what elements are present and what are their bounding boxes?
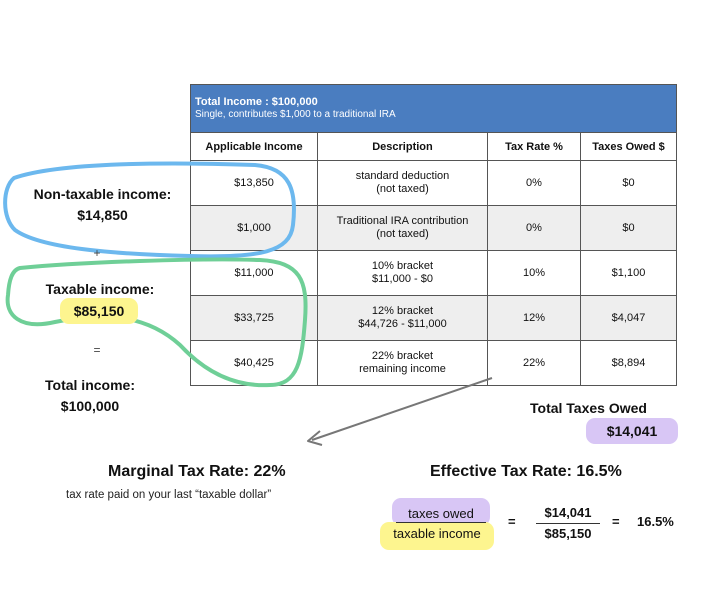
equals-sign-1: = [508, 514, 516, 529]
cell-owed: $8,894 [611, 356, 646, 369]
column-header-tax-rate: Tax Rate % [488, 133, 581, 160]
table-header-banner: Total Income : $100,000 Single, contribu… [191, 85, 676, 133]
desc-line-2: $44,726 - $11,000 [358, 318, 447, 330]
fraction-denominator-value: $85,150 [544, 526, 592, 541]
desc-line-1: Traditional IRA contribution [336, 215, 469, 227]
cell-income: $40,425 [191, 341, 318, 385]
tax-table: Total Income : $100,000 Single, contribu… [190, 84, 677, 386]
effective-rate-title: Effective Tax Rate: 16.5% [430, 463, 622, 480]
cell-income: $1,000 [191, 206, 318, 250]
cell-description: 10% bracket $11,000 - $0 [318, 251, 488, 295]
fraction-denominator-word: taxable income [393, 526, 481, 541]
marginal-rate-note: tax rate paid on your last “taxable doll… [66, 489, 272, 501]
cell-owed: $0 [622, 221, 635, 234]
total-taxes-owed-value: $14,041 [586, 418, 678, 444]
cell-rate: 0% [488, 161, 581, 205]
total-taxes-owed-label: Total Taxes Owed [530, 400, 647, 416]
desc-line-2: (not taxed) [376, 228, 429, 240]
cell-description: 12% bracket $44,726 - $11,000 [318, 296, 488, 340]
non-taxable-value: $14,850 [77, 207, 128, 223]
total-income-block: Total income: $100,000 [20, 375, 160, 417]
cell-rate: 0% [488, 206, 581, 250]
cell-income: $33,725 [191, 296, 318, 340]
taxes-owed-highlight [392, 498, 490, 526]
fraction-bar-values [536, 523, 600, 524]
desc-line-2: $11,000 - $0 [372, 273, 433, 285]
cell-description: Traditional IRA contribution (not taxed) [318, 206, 488, 250]
green-outline-taxable [5, 257, 308, 388]
table-column-headers: Applicable Income Description Tax Rate %… [191, 133, 676, 161]
non-taxable-label: Non-taxable income: [33, 186, 172, 202]
cell-owed: $4,047 [611, 311, 646, 324]
cell-rate: 22% [488, 341, 581, 385]
taxable-label: Taxable income: [45, 281, 155, 297]
taxable-income-highlight [380, 522, 494, 550]
cell-income: $13,850 [191, 161, 318, 205]
fraction-numerator-word: taxes owed [408, 506, 474, 521]
cell-rate: 12% [488, 296, 581, 340]
non-taxable-block: Non-taxable income: $14,850 [20, 184, 185, 226]
desc-line-1: 10% bracket [371, 260, 434, 272]
total-income-label: Total income: [45, 377, 135, 393]
arrow-line [311, 377, 493, 441]
table-row: $13,850 standard deduction (not taxed) 0%… [191, 161, 676, 206]
total-income-value: $100,000 [60, 398, 120, 414]
arrow-head [307, 430, 323, 446]
cell-rate: 10% [488, 251, 581, 295]
fraction-bar-words [396, 522, 486, 523]
cell-owed: $1,100 [611, 266, 646, 279]
cell-description: 22% bracket remaining income [318, 341, 488, 385]
taxable-value: $85,150 [60, 298, 138, 324]
table-row: $1,000 Traditional IRA contribution (not … [191, 206, 676, 251]
desc-line-1: standard deduction [355, 170, 450, 182]
cell-description: standard deduction (not taxed) [318, 161, 488, 205]
equals-sign: = [93, 343, 101, 357]
table-row: $40,425 22% bracket remaining income 22% … [191, 341, 676, 385]
column-header-taxes-owed: Taxes Owed $ [592, 140, 665, 153]
desc-line-1: 12% bracket [371, 305, 434, 317]
plus-sign: + [93, 246, 101, 260]
equals-sign-2: = [612, 514, 620, 529]
column-header-description: Description [318, 133, 488, 160]
desc-line-2: (not taxed) [376, 183, 429, 195]
table-subtitle: Single, contributes $1,000 to a traditio… [195, 109, 396, 120]
table-title: Total Income : $100,000 [195, 96, 318, 108]
table-row: $33,725 12% bracket $44,726 - $11,000 12%… [191, 296, 676, 341]
column-header-applicable-income: Applicable Income [191, 133, 318, 160]
table-row: $11,000 10% bracket $11,000 - $0 10% $1,1… [191, 251, 676, 296]
blue-outline-non-taxable [3, 161, 296, 259]
cell-income: $11,000 [191, 251, 318, 295]
effective-rate-result: 16.5% [637, 514, 674, 529]
marginal-rate-title: Marginal Tax Rate: 22% [108, 463, 286, 480]
fraction-numerator-value: $14,041 [544, 505, 592, 520]
desc-line-1: 22% bracket [371, 350, 434, 362]
cell-owed: $0 [622, 176, 635, 189]
desc-line-2: remaining income [359, 363, 446, 375]
